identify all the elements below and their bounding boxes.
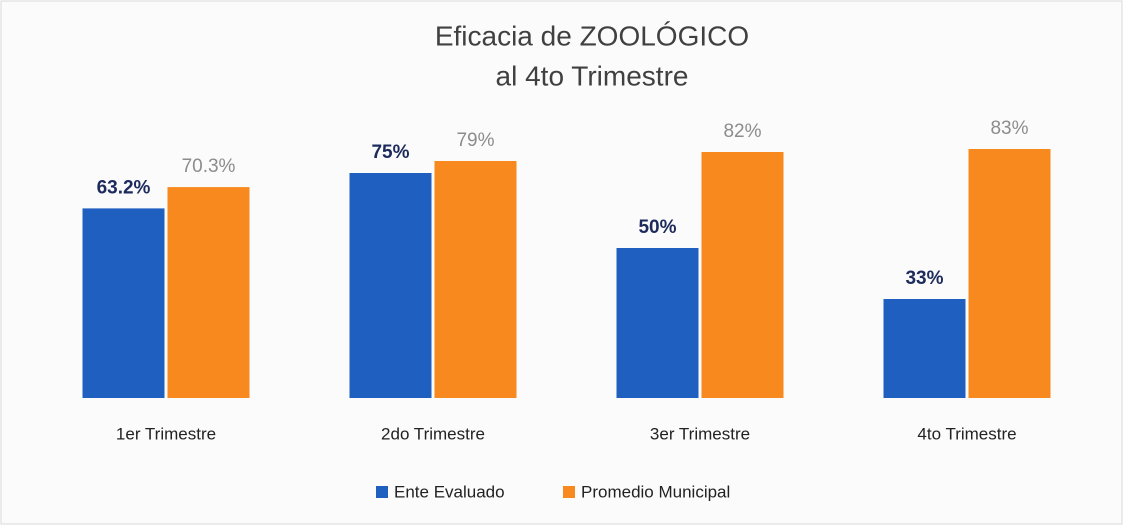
legend-label: Ente Evaluado: [394, 482, 505, 501]
x-tick-label: 1er Trimestre: [116, 424, 216, 443]
legend-swatch: [563, 486, 575, 498]
data-label: 70.3%: [182, 156, 236, 177]
bar: [82, 208, 165, 398]
bar: [167, 187, 250, 398]
data-label: 83%: [990, 118, 1028, 139]
chart-title: Eficacia de ZOOLÓGICO: [435, 20, 749, 51]
chart-title: al 4to Trimestre: [496, 60, 689, 91]
data-label: 82%: [723, 121, 761, 142]
data-label: 75%: [371, 142, 409, 163]
bar: [883, 299, 966, 398]
x-tick-label: 3er Trimestre: [650, 424, 750, 443]
bar: [968, 149, 1051, 398]
legend-label: Promedio Municipal: [581, 482, 730, 501]
legend-swatch: [376, 486, 388, 498]
bar: [701, 152, 784, 398]
bar: [434, 161, 517, 398]
bar: [616, 248, 699, 398]
x-tick-label: 2do Trimestre: [381, 424, 485, 443]
data-label: 50%: [638, 217, 676, 238]
data-label: 33%: [905, 268, 943, 289]
data-label: 79%: [456, 130, 494, 151]
data-label: 63.2%: [97, 177, 151, 198]
bar: [349, 173, 432, 398]
x-tick-label: 4to Trimestre: [917, 424, 1016, 443]
